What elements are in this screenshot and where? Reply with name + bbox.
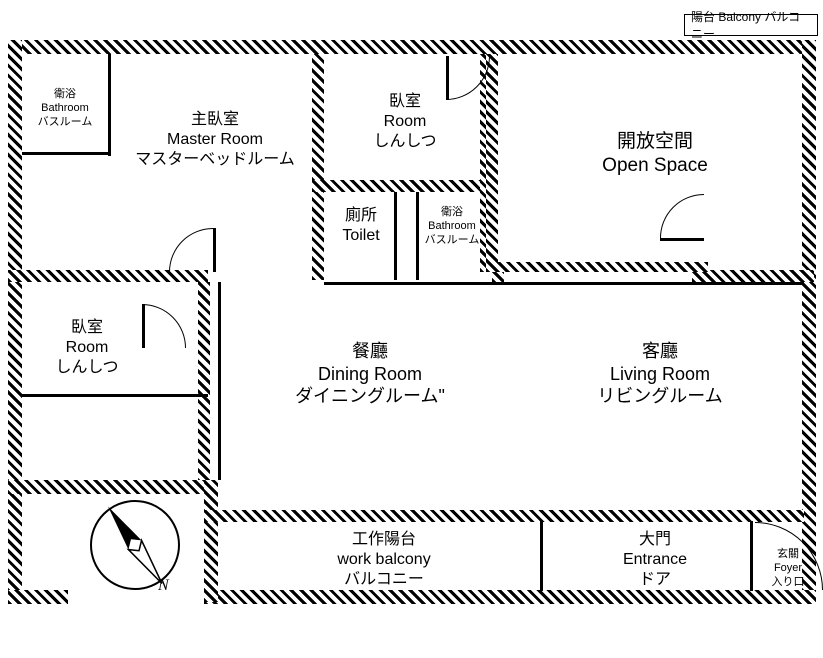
label-toilet-line1: Toilet xyxy=(322,226,400,246)
label-toilet: 廁所Toilet xyxy=(322,206,400,246)
compass-icon: N xyxy=(80,490,190,600)
label-room1: 臥室Roomしんしつ xyxy=(325,92,485,152)
label-bath1: 衛浴Bathroomバスルーム xyxy=(20,88,110,129)
label-bath2-line2: バスルーム xyxy=(418,234,486,248)
label-room2-line0: 臥室 xyxy=(22,318,152,338)
label-entrance-line2: ドア xyxy=(560,570,750,590)
label-room2: 臥室Roomしんしつ xyxy=(22,318,152,378)
wall-hatch-11 xyxy=(312,180,492,192)
label-room2-line1: Room xyxy=(22,338,152,358)
wall-thin-2 xyxy=(394,192,397,280)
wall-hatch-2 xyxy=(802,40,816,602)
label-master-line0: 主臥室 xyxy=(110,110,320,130)
label-workbal: 工作陽台work balconyバルコニー xyxy=(224,530,544,590)
label-master-line2: マスターベッドルーム xyxy=(110,150,320,170)
wall-hatch-3 xyxy=(204,590,816,604)
label-room2-line2: しんしつ xyxy=(22,358,152,378)
label-entrance: 大門Entranceドア xyxy=(560,530,750,590)
label-entrance-line1: Entrance xyxy=(560,550,750,570)
wall-thin-6 xyxy=(324,282,804,285)
label-bath1-line2: バスルーム xyxy=(20,116,110,130)
label-bath1-line1: Bathroom xyxy=(20,102,110,116)
wall-hatch-9 xyxy=(204,510,804,522)
label-workbal-line2: バルコニー xyxy=(224,570,544,590)
label-dining: 餐廳Dining Roomダイニングルーム" xyxy=(230,340,510,408)
label-living-line2: リビングルーム xyxy=(520,385,800,408)
label-dining-line2: ダイニングルーム" xyxy=(230,385,510,408)
label-room1-line1: Room xyxy=(325,112,485,132)
wall-hatch-8 xyxy=(204,480,218,602)
wall-thin-7 xyxy=(540,521,543,591)
label-living-line1: Living Room xyxy=(520,363,800,386)
label-room1-line2: しんしつ xyxy=(325,132,485,152)
wall-hatch-4 xyxy=(8,590,68,604)
label-toilet-line0: 廁所 xyxy=(322,206,400,226)
label-master-line1: Master Room xyxy=(110,130,320,150)
label-bath1-line0: 衛浴 xyxy=(20,88,110,102)
label-entrance-line0: 大門 xyxy=(560,530,750,550)
wall-hatch-15 xyxy=(486,54,498,272)
label-open-line1: Open Space xyxy=(510,154,800,178)
door-arc-1 xyxy=(98,304,186,392)
door-arc-2 xyxy=(402,12,490,100)
label-dining-line1: Dining Room xyxy=(230,363,510,386)
label-dining-line0: 餐廳 xyxy=(230,340,510,363)
label-open: 開放空間Open Space xyxy=(510,130,800,178)
balcony-tag: 陽台 Balcony バルコニー xyxy=(684,14,818,36)
label-workbal-line0: 工作陽台 xyxy=(224,530,544,550)
label-bath2: 衛浴Bathroomバスルーム xyxy=(418,206,486,247)
wall-hatch-14 xyxy=(692,270,814,282)
wall-thin-5 xyxy=(218,282,221,480)
wall-hatch-10 xyxy=(312,54,324,280)
wall-hatch-0 xyxy=(8,40,816,54)
wall-thin-8 xyxy=(750,521,753,591)
wall-thin-1 xyxy=(22,152,110,155)
label-bath2-line1: Bathroom xyxy=(418,220,486,234)
label-open-line0: 開放空間 xyxy=(510,130,800,154)
label-living-line0: 客廳 xyxy=(520,340,800,363)
label-bath2-line0: 衛浴 xyxy=(418,206,486,220)
wall-hatch-1 xyxy=(8,40,22,602)
wall-thin-0 xyxy=(108,54,111,156)
label-living: 客廳Living Roomリビングルーム xyxy=(520,340,800,408)
wall-hatch-16 xyxy=(486,262,708,272)
wall-thin-4 xyxy=(22,394,208,397)
door-leaf-0 xyxy=(213,228,216,272)
label-master: 主臥室Master Roomマスターベッドルーム xyxy=(110,110,320,170)
door-leaf-3 xyxy=(660,238,704,241)
svg-text:N: N xyxy=(157,577,170,594)
label-workbal-line1: work balcony xyxy=(224,550,544,570)
floor-plan: 衛浴Bathroomバスルーム主臥室Master Roomマスターベッドルーム臥… xyxy=(0,0,823,613)
wall-hatch-6 xyxy=(198,282,210,492)
wall-thin-3 xyxy=(416,192,419,280)
